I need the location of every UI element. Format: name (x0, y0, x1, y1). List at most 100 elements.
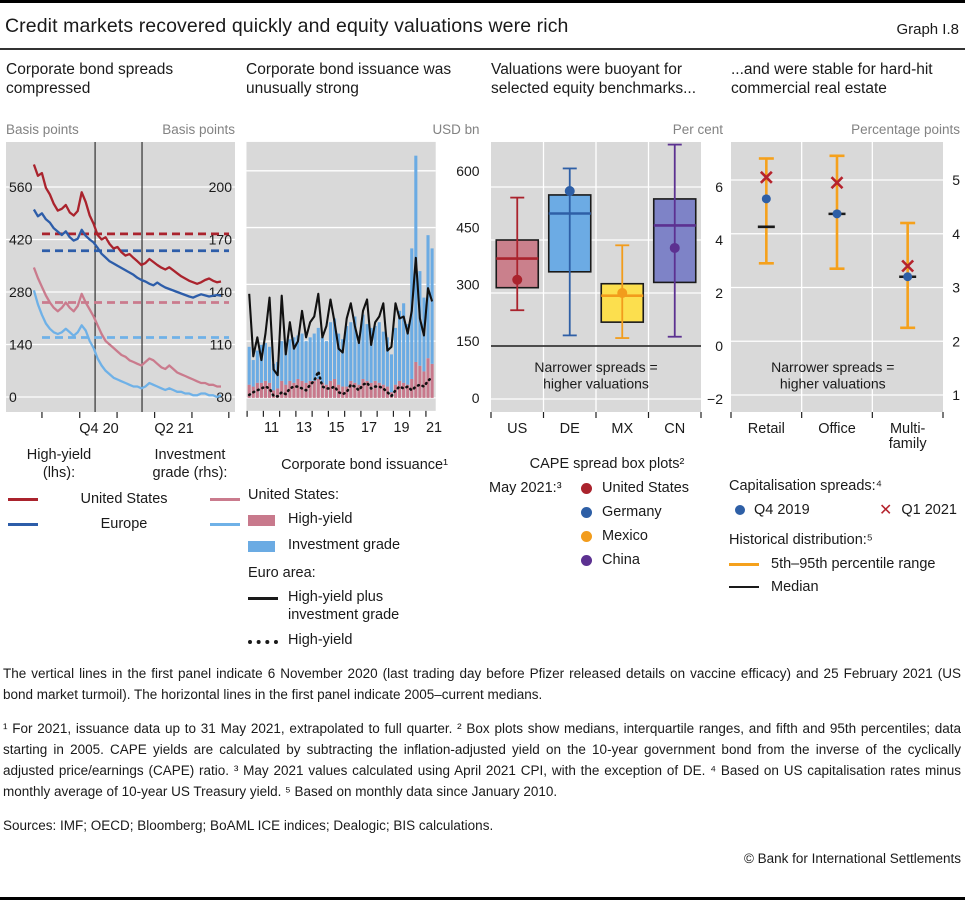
panel-title: Corporate bond issuance was unusually st… (246, 61, 452, 98)
us-investment-grade-line-swatch (210, 497, 240, 501)
legend-row-q4-2019: Q4 2019 (735, 502, 810, 518)
legend-row-united-states: United States (581, 480, 689, 496)
euro-total-line-swatch (248, 597, 278, 601)
legend-row-germany: Germany (581, 504, 689, 520)
svg-text:Retail: Retail (748, 421, 785, 437)
svg-text:Per cent: Per cent (673, 122, 724, 137)
bottom-border-rule (0, 897, 965, 900)
svg-text:CN: CN (664, 421, 685, 437)
legend-prefix-may-2021: May 2021:³ (489, 480, 562, 496)
svg-text:0: 0 (472, 390, 480, 406)
legend-heading: Capitalisation spreads:⁴ (729, 478, 882, 494)
svg-text:0: 0 (9, 389, 17, 405)
legend-heading: CAPE spread box plots² (529, 456, 685, 472)
us-dot-swatch (581, 482, 592, 494)
svg-text:80: 80 (216, 389, 232, 405)
svg-text:150: 150 (456, 333, 480, 349)
svg-text:3: 3 (952, 280, 960, 296)
svg-text:11: 11 (264, 420, 279, 436)
panel-title: Valuations were buoyant for selected equ… (491, 61, 697, 98)
legend-row-euro-high-yield: High-yield (248, 631, 487, 650)
median-line-swatch (729, 586, 759, 588)
svg-text:Basis points: Basis points (162, 122, 235, 137)
legend-label: Europe (100, 516, 148, 533)
high-yield-bar-swatch (248, 515, 275, 527)
svg-text:Narrower spreads =: Narrower spreads = (534, 359, 657, 375)
spreads-line-chart: 0 80 140 110 280 140 420 170 560 200 Basis points B… (6, 122, 235, 437)
panel-real-estate: ...and were stable for hard-hit commerci… (727, 60, 963, 650)
svg-text:higher valuations: higher valuations (543, 376, 649, 392)
legend-subheading-euro-area: Euro area: (248, 564, 316, 581)
panel-title: ...and were stable for hard-hit commerci… (731, 61, 933, 98)
cap-spreads-legend: Capitalisation spreads:⁴ Q4 2019 ✕ Q1 20… (727, 478, 963, 595)
svg-text:420: 420 (9, 232, 33, 248)
euro-high-yield-dotted-swatch (248, 640, 278, 645)
legend-label: Investment grade (288, 536, 401, 553)
graph-header: Credit markets recovered quickly and equ… (0, 3, 965, 48)
svg-text:19: 19 (394, 420, 410, 436)
svg-text:Q2 21: Q2 21 (154, 421, 194, 437)
legend-heading-distribution: Historical distribution:⁵ (729, 532, 873, 548)
svg-text:21: 21 (426, 420, 442, 436)
legend-header-high-yield: High-yield (lhs): (26, 447, 92, 482)
svg-text:2: 2 (715, 285, 723, 301)
svg-text:4: 4 (715, 232, 723, 248)
legend-row-europe: Europe (8, 516, 240, 532)
china-dot-swatch (581, 554, 592, 566)
panel-equity-valuations: Valuations were buoyant for selected equ… (487, 60, 727, 650)
legend-label: Q1 2021 (901, 502, 957, 518)
svg-text:US: US (507, 421, 527, 437)
svg-text:higher valuations: higher valuations (780, 376, 886, 392)
panel-bond-spreads: Corporate bond spreads compressed 0 80 140… (2, 60, 242, 650)
svg-text:4: 4 (952, 226, 960, 242)
svg-text:13: 13 (296, 420, 312, 436)
legend-label: China (602, 552, 640, 568)
issuance-legend: Corporate bond issuance¹ United States: … (242, 441, 487, 650)
svg-text:Narrower spreads =: Narrower spreads = (771, 359, 894, 375)
legend-row-euro-total: High-yield plus investment grade (248, 588, 487, 624)
graph-title: Credit markets recovered quickly and equ… (5, 15, 569, 37)
svg-text:170: 170 (209, 232, 233, 248)
svg-text:Percentage points: Percentage points (851, 122, 960, 137)
panel-title: Corporate bond spreads compressed (6, 61, 174, 98)
legend-label: United States (602, 480, 690, 496)
title-divider-rule (0, 48, 965, 50)
legend-row-investment-grade: Investment grade (248, 536, 487, 555)
cape-legend: CAPE spread box plots² May 2021:³ United… (487, 442, 727, 576)
panel-bond-issuance: Corporate bond issuance was unusually st… (242, 60, 487, 650)
legend-subheading-us: United States: (248, 486, 340, 503)
svg-text:300: 300 (456, 276, 480, 292)
legend-row-mexico: Mexico (581, 528, 689, 544)
legend-label: Mexico (602, 528, 648, 544)
graph-number: Graph I.8 (896, 21, 959, 38)
svg-text:600: 600 (456, 163, 480, 179)
vertical-lines-note: The vertical lines in the first panel in… (3, 666, 961, 702)
svg-text:17: 17 (361, 420, 377, 436)
legend-row-percentile-range: 5th–95th percentile range (729, 556, 963, 572)
svg-text:450: 450 (456, 220, 480, 236)
q4-2019-dot-swatch (735, 505, 745, 515)
svg-text:110: 110 (210, 337, 233, 353)
legend-label: High-yield (288, 632, 353, 648)
legend-label: Median (771, 579, 819, 595)
svg-text:140: 140 (209, 284, 233, 300)
legend-label: Q4 2019 (754, 502, 810, 518)
legend-row-china: China (581, 552, 689, 568)
svg-text:15: 15 (328, 420, 344, 436)
percentile-range-line-swatch (729, 562, 759, 566)
legend-label: 5th–95th percentile range (771, 556, 936, 572)
investment-grade-bar-swatch (248, 541, 275, 553)
copyright-line: © Bank for International Settlements (743, 851, 961, 867)
svg-text:USD bn: USD bn (432, 122, 479, 137)
legend-row-united-states: United States (8, 491, 240, 507)
legend-row-high-yield: High-yield (248, 510, 487, 529)
legend-label: Germany (602, 504, 662, 520)
svg-text:1: 1 (952, 387, 960, 403)
svg-text:−2: −2 (707, 391, 723, 407)
svg-text:200: 200 (209, 179, 233, 195)
svg-text:Q4 20: Q4 20 (79, 421, 119, 437)
europe-investment-grade-line-swatch (210, 522, 240, 526)
mexico-dot-swatch (581, 530, 592, 542)
cape-box-chart: 6 4 2 0 −2 Per cent Narrower spreads =higher v… (490, 122, 724, 437)
